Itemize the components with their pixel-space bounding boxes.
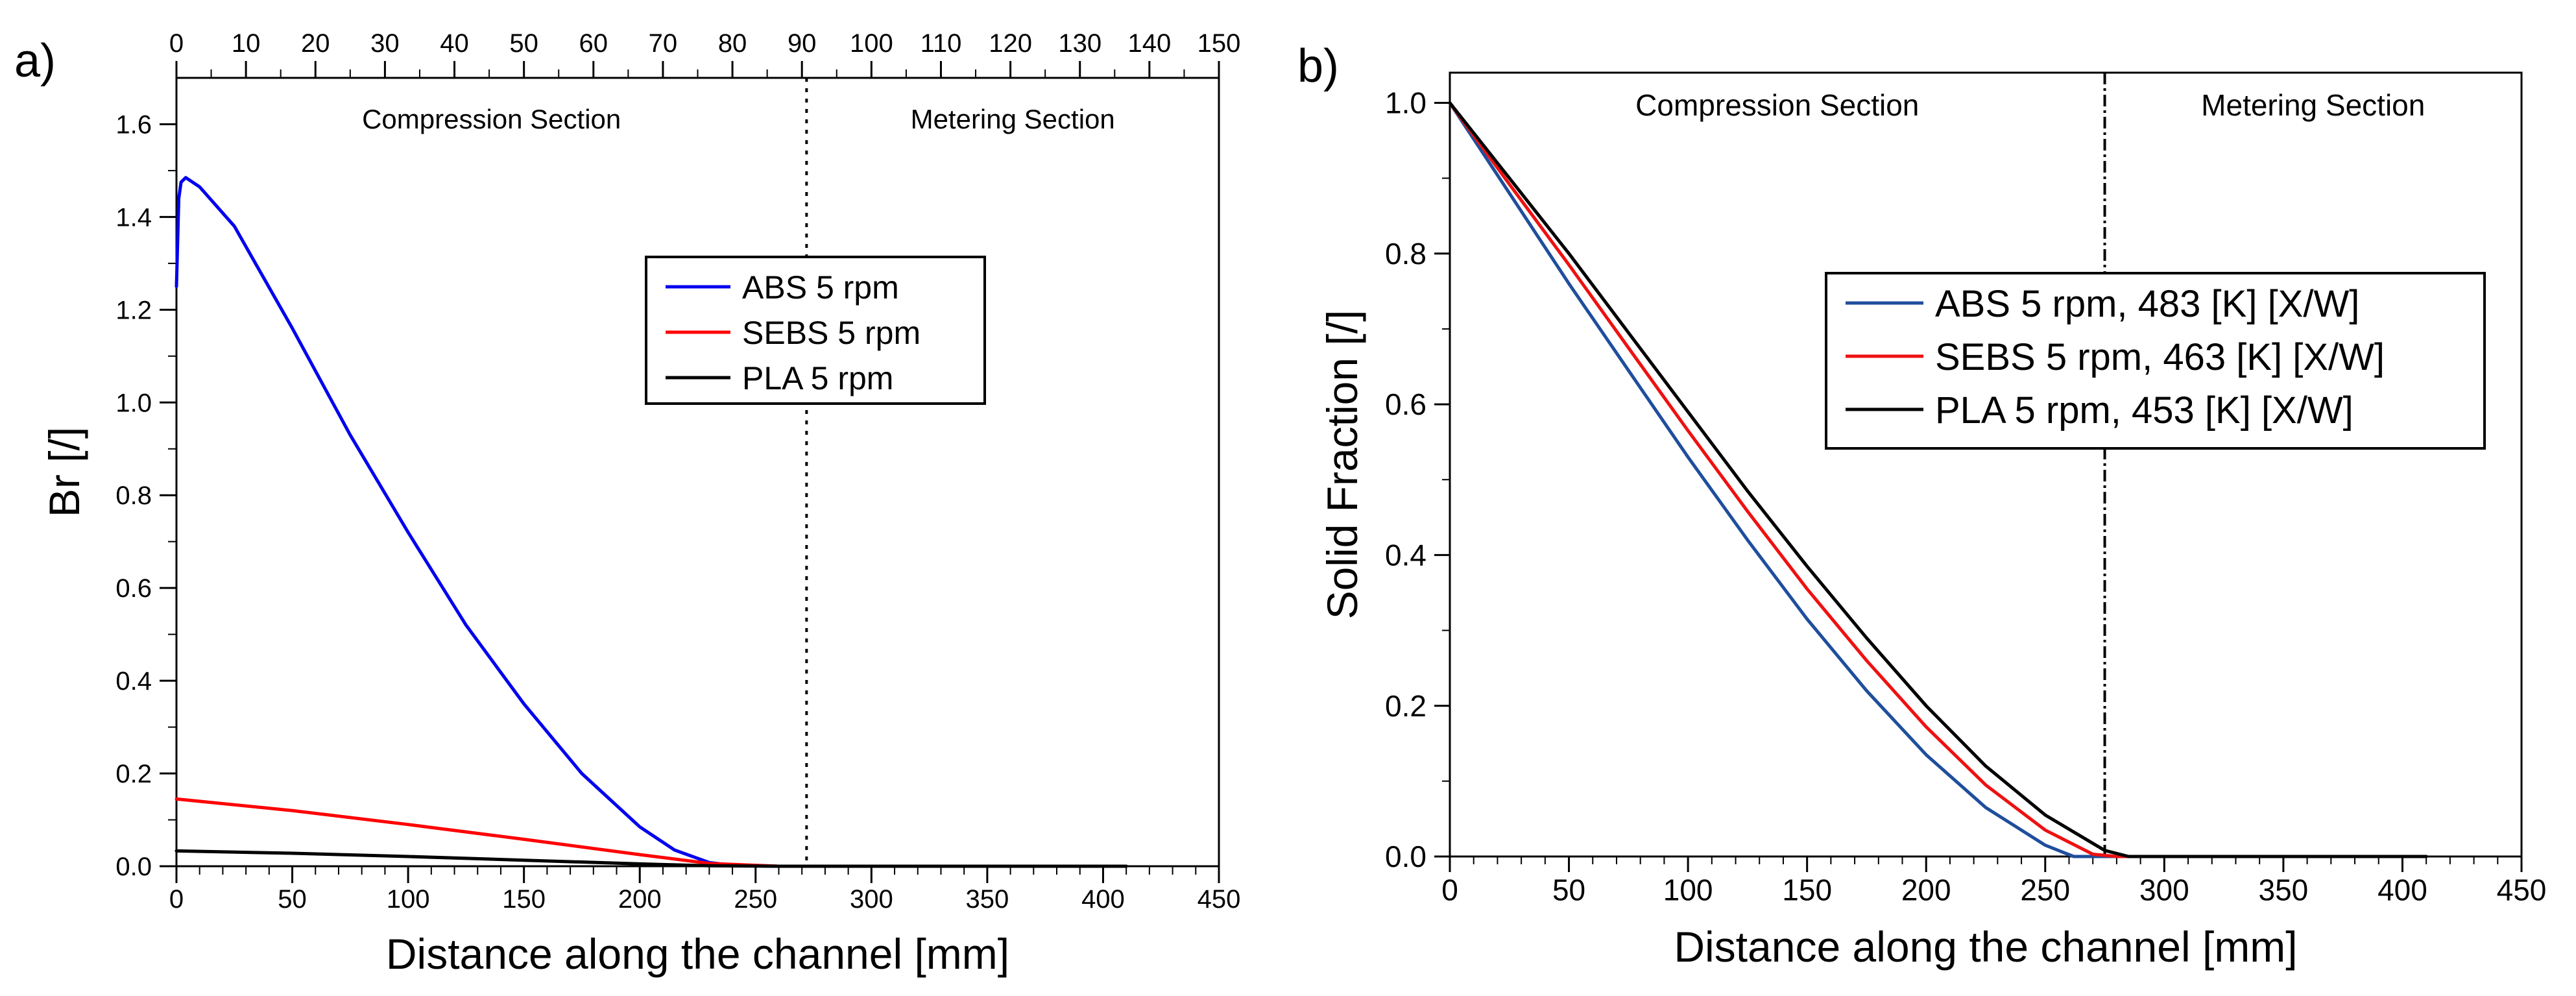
plot-frame bbox=[175, 77, 1220, 868]
y-tick-label: 1.6 bbox=[115, 110, 152, 139]
x-tick-label: 0 bbox=[169, 885, 184, 914]
top-x-tick-label: 60 bbox=[579, 29, 608, 58]
x-tick-label: 450 bbox=[1198, 885, 1241, 914]
top-x-tick-label: 130 bbox=[1058, 29, 1101, 58]
x-tick-label: 200 bbox=[618, 885, 662, 914]
section-label-metering-section: Metering Section bbox=[2201, 88, 2425, 122]
top-x-tick-label: 80 bbox=[718, 29, 747, 58]
top-x-tick-label: 100 bbox=[850, 29, 893, 58]
x-tick-label: 400 bbox=[2377, 873, 2427, 907]
y-axis-title: Br [/] bbox=[40, 427, 88, 517]
x-tick-label: 50 bbox=[278, 885, 307, 914]
x-tick-label: 450 bbox=[2497, 873, 2547, 907]
series-line-pla-5-rpm-453-k-x-w bbox=[1448, 101, 2428, 858]
top-x-tick-label: 110 bbox=[921, 29, 962, 58]
top-x-tick-label: 90 bbox=[788, 29, 817, 58]
legend-label-pla-5-rpm-453-k-x-w: PLA 5 rpm, 453 [K] [X/W] bbox=[1935, 389, 2353, 431]
y-tick-label: 0.0 bbox=[115, 853, 152, 881]
legend-label-sebs-5-rpm-463-k-x-w: SEBS 5 rpm, 463 [K] [X/W] bbox=[1935, 336, 2385, 378]
panel-label: a) bbox=[14, 35, 56, 87]
plot-frame bbox=[1449, 71, 2523, 858]
y-tick-label: 0.8 bbox=[115, 481, 152, 510]
panel-a-chart: a)0 50 100 150 200 250 300 350 400 4500.00.20.40.… bbox=[14, 29, 1240, 978]
x-tick-label: 350 bbox=[2259, 873, 2309, 907]
y-tick-label: 0.6 bbox=[1385, 387, 1426, 421]
x-tick-label: 300 bbox=[2139, 873, 2189, 907]
legend-label-abs-5-rpm-483-k-x-w: ABS 5 rpm, 483 [K] [X/W] bbox=[1935, 283, 2359, 325]
top-x-tick-label: 70 bbox=[649, 29, 678, 58]
top-x-tick-label: 10 bbox=[232, 29, 261, 58]
legend-label-sebs-5-rpm: SEBS 5 rpm bbox=[742, 315, 921, 351]
y-tick-label: 0.4 bbox=[115, 667, 152, 696]
top-x-tick-label: 30 bbox=[370, 29, 400, 58]
series-line-sebs-5-rpm bbox=[175, 797, 1128, 868]
section-label-compression-section: Compression Section bbox=[362, 104, 621, 134]
legend-label-pla-5-rpm: PLA 5 rpm bbox=[742, 360, 893, 396]
x-tick-label: 100 bbox=[1663, 873, 1713, 907]
x-tick-label: 0 bbox=[1441, 873, 1458, 907]
series-line-abs-5-rpm-483-k-x-w bbox=[1448, 101, 2428, 858]
y-tick-label: 1.0 bbox=[115, 389, 152, 417]
x-tick-label: 250 bbox=[2020, 873, 2070, 907]
y-tick-label: 0.8 bbox=[1385, 237, 1426, 271]
x-tick-label: 150 bbox=[502, 885, 546, 914]
section-label-compression-section: Compression Section bbox=[1635, 88, 1919, 122]
top-x-tick-label: 50 bbox=[509, 29, 538, 58]
y-tick-label: 0.2 bbox=[115, 760, 152, 788]
top-x-tick-label: 20 bbox=[301, 29, 330, 58]
x-axis-title: Distance along the channel [mm] bbox=[1674, 923, 2297, 971]
legend-label-abs-5-rpm: ABS 5 rpm bbox=[742, 269, 899, 306]
x-tick-label: 100 bbox=[387, 885, 430, 914]
top-x-tick-label: 120 bbox=[989, 29, 1032, 58]
legend-box bbox=[1825, 272, 2486, 450]
y-tick-label: 1.2 bbox=[115, 296, 152, 324]
y-axis-title: Solid Fraction [/] bbox=[1318, 310, 1366, 620]
x-axis-title: Distance along the channel [mm] bbox=[386, 930, 1009, 978]
x-tick-label: 200 bbox=[1901, 873, 1951, 907]
panel-b-chart: b) 0 50 100 150 200 250 300 350 400 450 0.0 0.2 0.4 0.… bbox=[1297, 40, 2546, 971]
y-tick-label: 1.0 bbox=[1385, 86, 1426, 120]
y-tick-label: 0.2 bbox=[1385, 689, 1426, 723]
series-line-sebs-5-rpm-463-k-x-w bbox=[1448, 101, 2428, 858]
top-x-tick-label: 150 bbox=[1198, 29, 1241, 58]
y-tick-label: 0.6 bbox=[115, 574, 152, 603]
x-tick-label: 50 bbox=[1552, 873, 1585, 907]
x-tick-label: 300 bbox=[850, 885, 893, 914]
y-tick-label: 1.4 bbox=[115, 203, 152, 232]
panel-label: b) bbox=[1297, 40, 1339, 92]
x-tick-label: 400 bbox=[1081, 885, 1125, 914]
section-label-metering-section: Metering Section bbox=[911, 104, 1115, 134]
top-x-tick-label: 140 bbox=[1127, 29, 1171, 58]
series-line-pla-5-rpm bbox=[175, 849, 1128, 868]
x-tick-label: 150 bbox=[1782, 873, 1832, 907]
y-tick-label: 0.4 bbox=[1385, 538, 1426, 572]
x-tick-label: 250 bbox=[734, 885, 777, 914]
y-tick-label: 0.0 bbox=[1385, 840, 1426, 873]
top-x-tick-label: 40 bbox=[440, 29, 469, 58]
top-x-tick-label: 0 bbox=[169, 29, 184, 58]
x-tick-label: 350 bbox=[966, 885, 1009, 914]
